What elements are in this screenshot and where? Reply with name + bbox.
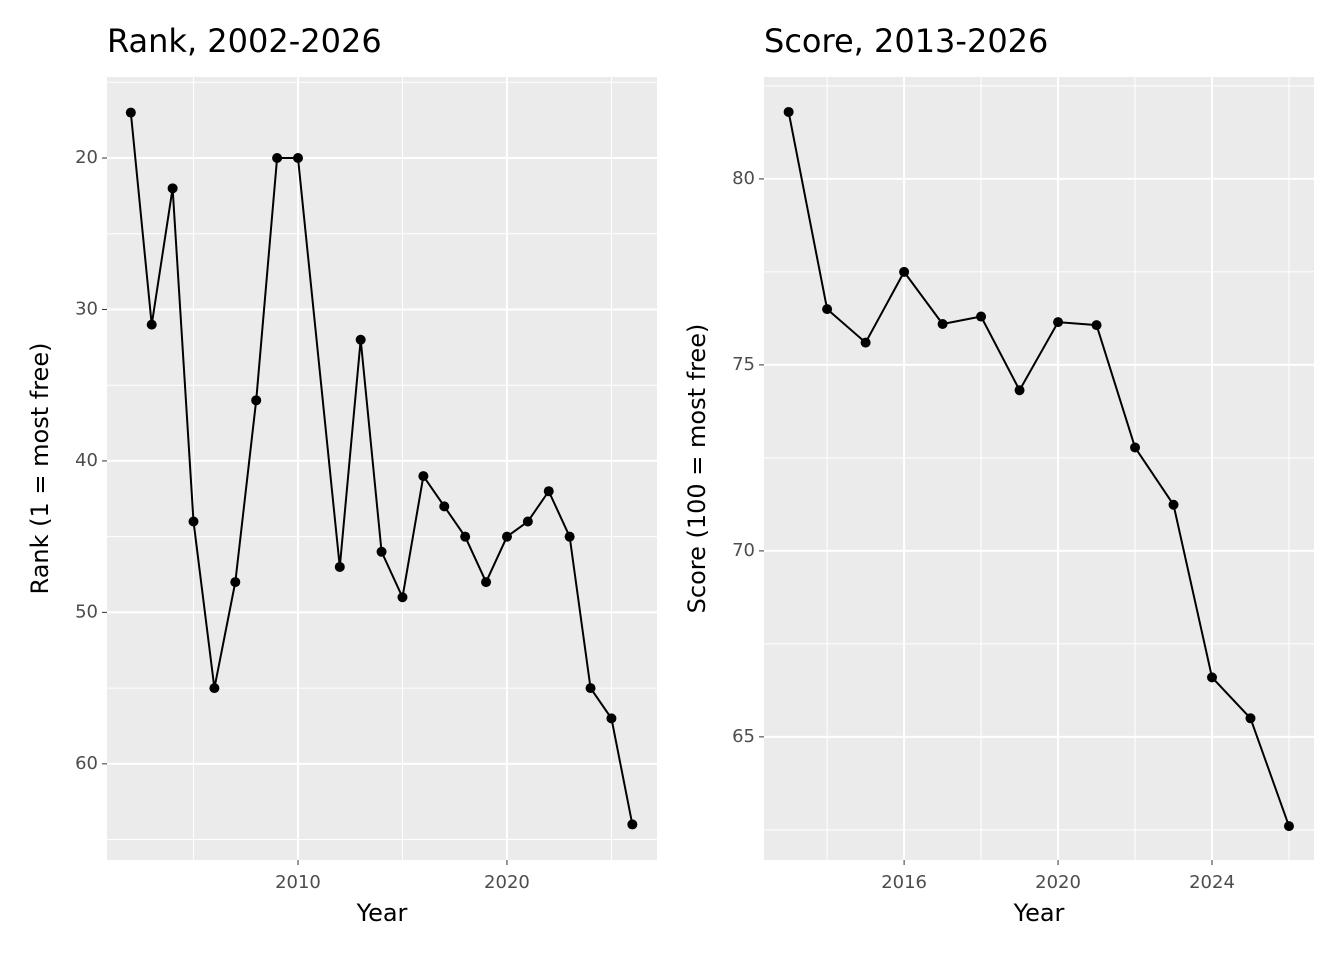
- data-point: [355, 334, 366, 345]
- data-point: [376, 546, 387, 557]
- data-point: [585, 683, 596, 694]
- x-tick-label: 2016: [881, 872, 927, 893]
- x-tick-label: 2024: [1189, 872, 1235, 893]
- y-tick-label: 50: [75, 601, 98, 622]
- chart-title: Rank, 2002-2026: [107, 22, 382, 60]
- y-tick-label: 65: [732, 726, 755, 747]
- panel-background: [107, 77, 657, 860]
- data-point: [899, 266, 910, 277]
- data-point: [397, 592, 408, 603]
- data-point: [606, 713, 617, 724]
- x-tick-label: 2020: [484, 872, 530, 893]
- x-tick-label: 2010: [275, 872, 321, 893]
- y-tick-label: 70: [732, 540, 755, 561]
- data-point: [564, 531, 575, 542]
- data-point: [1053, 317, 1064, 328]
- data-point: [860, 337, 871, 348]
- x-axis-title: Year: [356, 899, 408, 927]
- y-tick-label: 75: [732, 354, 755, 375]
- data-point: [1168, 499, 1179, 510]
- data-point: [543, 486, 554, 497]
- data-line: [129, 112, 634, 825]
- data-point: [334, 561, 345, 572]
- data-point: [501, 531, 512, 542]
- y-tick-label: 60: [75, 753, 98, 774]
- y-tick-label: 80: [732, 168, 755, 189]
- data-point: [481, 577, 492, 588]
- data-point: [1091, 320, 1102, 331]
- data-point: [822, 304, 833, 315]
- data-point: [230, 577, 241, 588]
- data-point: [167, 183, 178, 194]
- data-point: [272, 153, 283, 164]
- data-point: [188, 516, 199, 527]
- x-axis-title: Year: [1013, 899, 1065, 927]
- data-point: [1245, 713, 1256, 724]
- y-tick-label: 30: [75, 298, 98, 319]
- data-point: [1130, 442, 1141, 453]
- chart-title: Score, 2013-2026: [764, 22, 1048, 60]
- data-point: [522, 516, 533, 527]
- y-tick-label: 40: [75, 450, 98, 471]
- data-point: [627, 819, 638, 830]
- data-point: [1014, 385, 1025, 396]
- data-point: [460, 531, 471, 542]
- data-point: [1207, 672, 1218, 683]
- data-point: [125, 107, 136, 118]
- data-point: [976, 311, 987, 322]
- data-point: [292, 153, 303, 164]
- data-point: [783, 106, 794, 117]
- x-tick-label: 2020: [1035, 872, 1081, 893]
- y-tick-label: 20: [75, 147, 98, 168]
- data-point: [209, 683, 220, 694]
- data-point: [251, 395, 262, 406]
- data-point: [937, 318, 948, 329]
- data-point: [1283, 821, 1294, 832]
- data-point: [418, 471, 429, 482]
- y-axis-title: Rank (1 = most free): [26, 343, 54, 595]
- data-point: [439, 501, 450, 512]
- y-axis-title: Score (100 = most free): [683, 324, 711, 614]
- panel-background: [764, 77, 1314, 860]
- data-line: [787, 111, 1290, 827]
- data-point: [146, 319, 157, 330]
